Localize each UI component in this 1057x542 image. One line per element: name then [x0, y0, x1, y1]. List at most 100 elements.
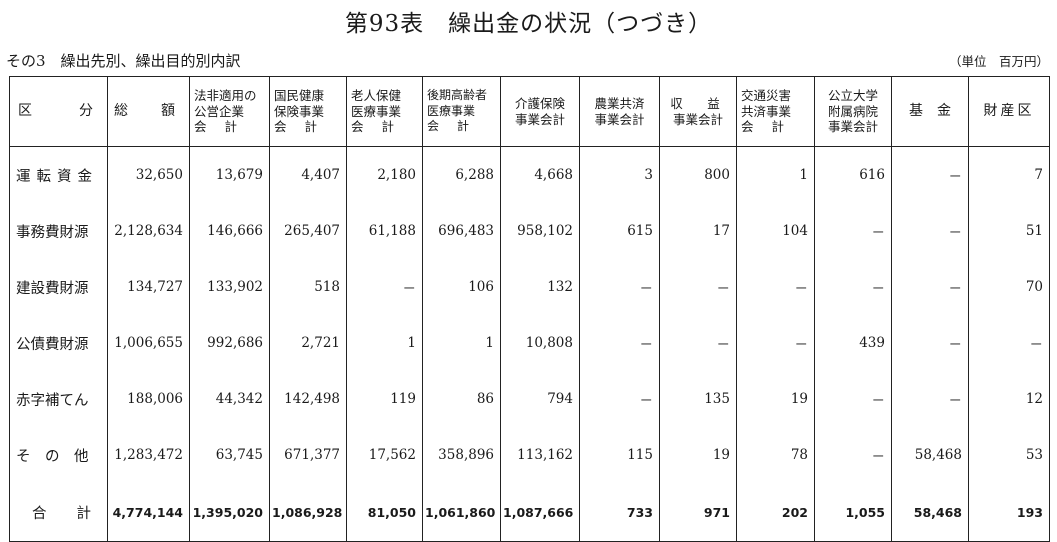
- row-label: 赤字補てん: [9, 371, 108, 427]
- cell: 142,498: [269, 371, 347, 427]
- table-body: 運転資金 32,650 13,679 4,407 2,180 6,288 4,6…: [9, 146, 1050, 542]
- header-kubun-2: 分: [79, 102, 93, 119]
- cell: －: [659, 259, 737, 315]
- cell: 17,562: [346, 427, 423, 483]
- row-label: 建設費財源: [9, 259, 108, 315]
- header-kubun-1: 区: [18, 102, 32, 119]
- cell: 106: [422, 259, 501, 315]
- header-col-4-line3: 会計: [427, 119, 488, 134]
- cell: 1,006,655: [107, 315, 190, 371]
- cell: 78: [736, 427, 815, 483]
- header-col-8-line1: 交通災害: [741, 88, 792, 104]
- cell: 1: [736, 146, 815, 203]
- cell: 2,721: [269, 315, 347, 371]
- cell: 70: [968, 259, 1050, 315]
- cell: 2,128,634: [107, 203, 190, 259]
- header-col-3-line1: 老人保健: [351, 88, 402, 104]
- row-label: そ の 他: [9, 427, 108, 483]
- cell: 44,342: [189, 371, 270, 427]
- header-col-11-line1: 財産区: [983, 102, 1035, 119]
- cell: －: [579, 371, 660, 427]
- cell: 58,468: [891, 427, 969, 483]
- cell: －: [968, 315, 1050, 371]
- total-cell: 4,774,144: [107, 483, 190, 542]
- cell: 188,006: [107, 371, 190, 427]
- header-col-10-line1: 基 金: [909, 102, 951, 119]
- cell: 1,283,472: [107, 427, 190, 483]
- cell: 265,407: [269, 203, 347, 259]
- cell: －: [814, 427, 892, 483]
- cell: －: [736, 259, 815, 315]
- cell: －: [736, 315, 815, 371]
- total-cell: 202: [736, 483, 815, 542]
- cell: 616: [814, 146, 892, 203]
- cell: 1: [346, 315, 423, 371]
- table-subtitle: その3 繰出先別、繰出目的別内訳: [6, 52, 241, 70]
- header-col-5: 介護保険 事業会計: [500, 76, 580, 147]
- cell: 518: [269, 259, 347, 315]
- cell: 671,377: [269, 427, 347, 483]
- cell: 696,483: [422, 203, 501, 259]
- cell: －: [659, 315, 737, 371]
- cell: 113,162: [500, 427, 580, 483]
- total-label-2: 計: [76, 505, 92, 522]
- total-cell: 1,087,666: [500, 483, 580, 542]
- cell: 51: [968, 203, 1050, 259]
- cell: 615: [579, 203, 660, 259]
- header-col-3-line3: 会計: [351, 119, 413, 135]
- header-col-2: 国民健康 保険事業 会計: [269, 76, 347, 147]
- header-col-4: 後期高齢者 医療事業 会計: [422, 76, 501, 147]
- cell: 32,650: [107, 146, 190, 203]
- header-col-2-line3: 会計: [274, 119, 336, 135]
- header-col-2-line2: 保険事業: [274, 103, 325, 119]
- cell: 10,808: [500, 315, 580, 371]
- cell: －: [891, 203, 969, 259]
- cell: 358,896: [422, 427, 501, 483]
- transfer-table: 区 分 総 額 法非適用の 公営企業 会計 国民健康 保険事業 会計: [9, 76, 1050, 542]
- cell: 13,679: [189, 146, 270, 203]
- cell: 104: [736, 203, 815, 259]
- total-cell: 58,468: [891, 483, 969, 542]
- cell: －: [814, 371, 892, 427]
- header-col-9-line3: 事業会計: [827, 119, 878, 135]
- cell: 12: [968, 371, 1050, 427]
- cell: 6,288: [422, 146, 501, 203]
- table-row: そ の 他 1,283,472 63,745 671,377 17,562 35…: [9, 427, 1050, 483]
- cell: 992,686: [189, 315, 270, 371]
- cell: －: [891, 146, 969, 203]
- cell: 17: [659, 203, 737, 259]
- header-col-1-line2: 公営企業: [194, 103, 245, 119]
- header-sogaku-1: 総: [114, 102, 128, 119]
- header-col-4-line2: 医療事業: [427, 103, 476, 118]
- table-row: 建設費財源 134,727 133,902 518 － 106 132 － － …: [9, 259, 1050, 315]
- header-col-4-line1: 後期高齢者: [427, 88, 488, 103]
- header-col-6: 農業共済 事業会計: [579, 76, 660, 147]
- header-col-3-line2: 医療事業: [351, 103, 402, 119]
- header-sogaku-2: 額: [161, 102, 175, 119]
- header-col-8-line3: 会計: [741, 119, 803, 135]
- header-col-2-line1: 国民健康: [274, 88, 325, 104]
- total-cell: 1,061,860: [422, 483, 501, 542]
- header-sogaku: 総 額: [107, 76, 190, 147]
- cell: 86: [422, 371, 501, 427]
- total-cell: 193: [968, 483, 1050, 542]
- header-col-5-line2: 事業会計: [514, 111, 565, 127]
- header-col-8-line2: 共済事業: [741, 103, 792, 119]
- cell: －: [891, 259, 969, 315]
- cell: 958,102: [500, 203, 580, 259]
- cell: 4,668: [500, 146, 580, 203]
- cell: 800: [659, 146, 737, 203]
- row-label: 公債費財源: [9, 315, 108, 371]
- cell: 3: [579, 146, 660, 203]
- total-cell: 81,050: [346, 483, 423, 542]
- row-label: 運転資金: [9, 146, 108, 203]
- total-cell: 733: [579, 483, 660, 542]
- header-col-7-line2: 事業会計: [672, 111, 723, 127]
- total-row: 合 計 4,774,144 1,395,020 1,086,928 81,050…: [9, 483, 1050, 542]
- total-label: 合 計: [9, 483, 108, 542]
- header-col-6-line2: 事業会計: [594, 111, 645, 127]
- cell: －: [814, 259, 892, 315]
- cell: 53: [968, 427, 1050, 483]
- cell: －: [891, 371, 969, 427]
- total-cell: 971: [659, 483, 737, 542]
